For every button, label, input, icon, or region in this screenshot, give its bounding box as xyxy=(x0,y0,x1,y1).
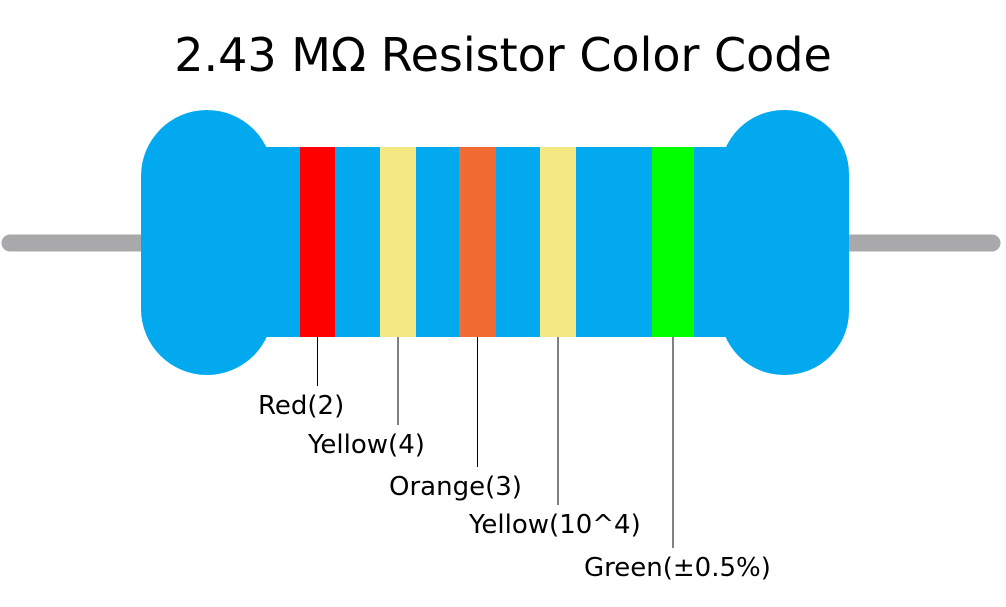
band-label-3: Orange(3) xyxy=(389,472,522,502)
band-label-5: Green(±0.5%) xyxy=(584,553,771,583)
band-1 xyxy=(300,147,335,337)
band-label-1: Red(2) xyxy=(258,391,344,421)
band-4 xyxy=(540,147,576,337)
band-label-4: Yellow(10^4) xyxy=(468,510,641,540)
band-3 xyxy=(459,147,496,337)
band-label-2: Yellow(4) xyxy=(307,430,425,460)
band-labels: Red(2) Yellow(4) Orange(3) Yellow(10^4) Gree… xyxy=(258,391,771,583)
band-2 xyxy=(380,147,416,337)
band-5 xyxy=(652,147,694,337)
